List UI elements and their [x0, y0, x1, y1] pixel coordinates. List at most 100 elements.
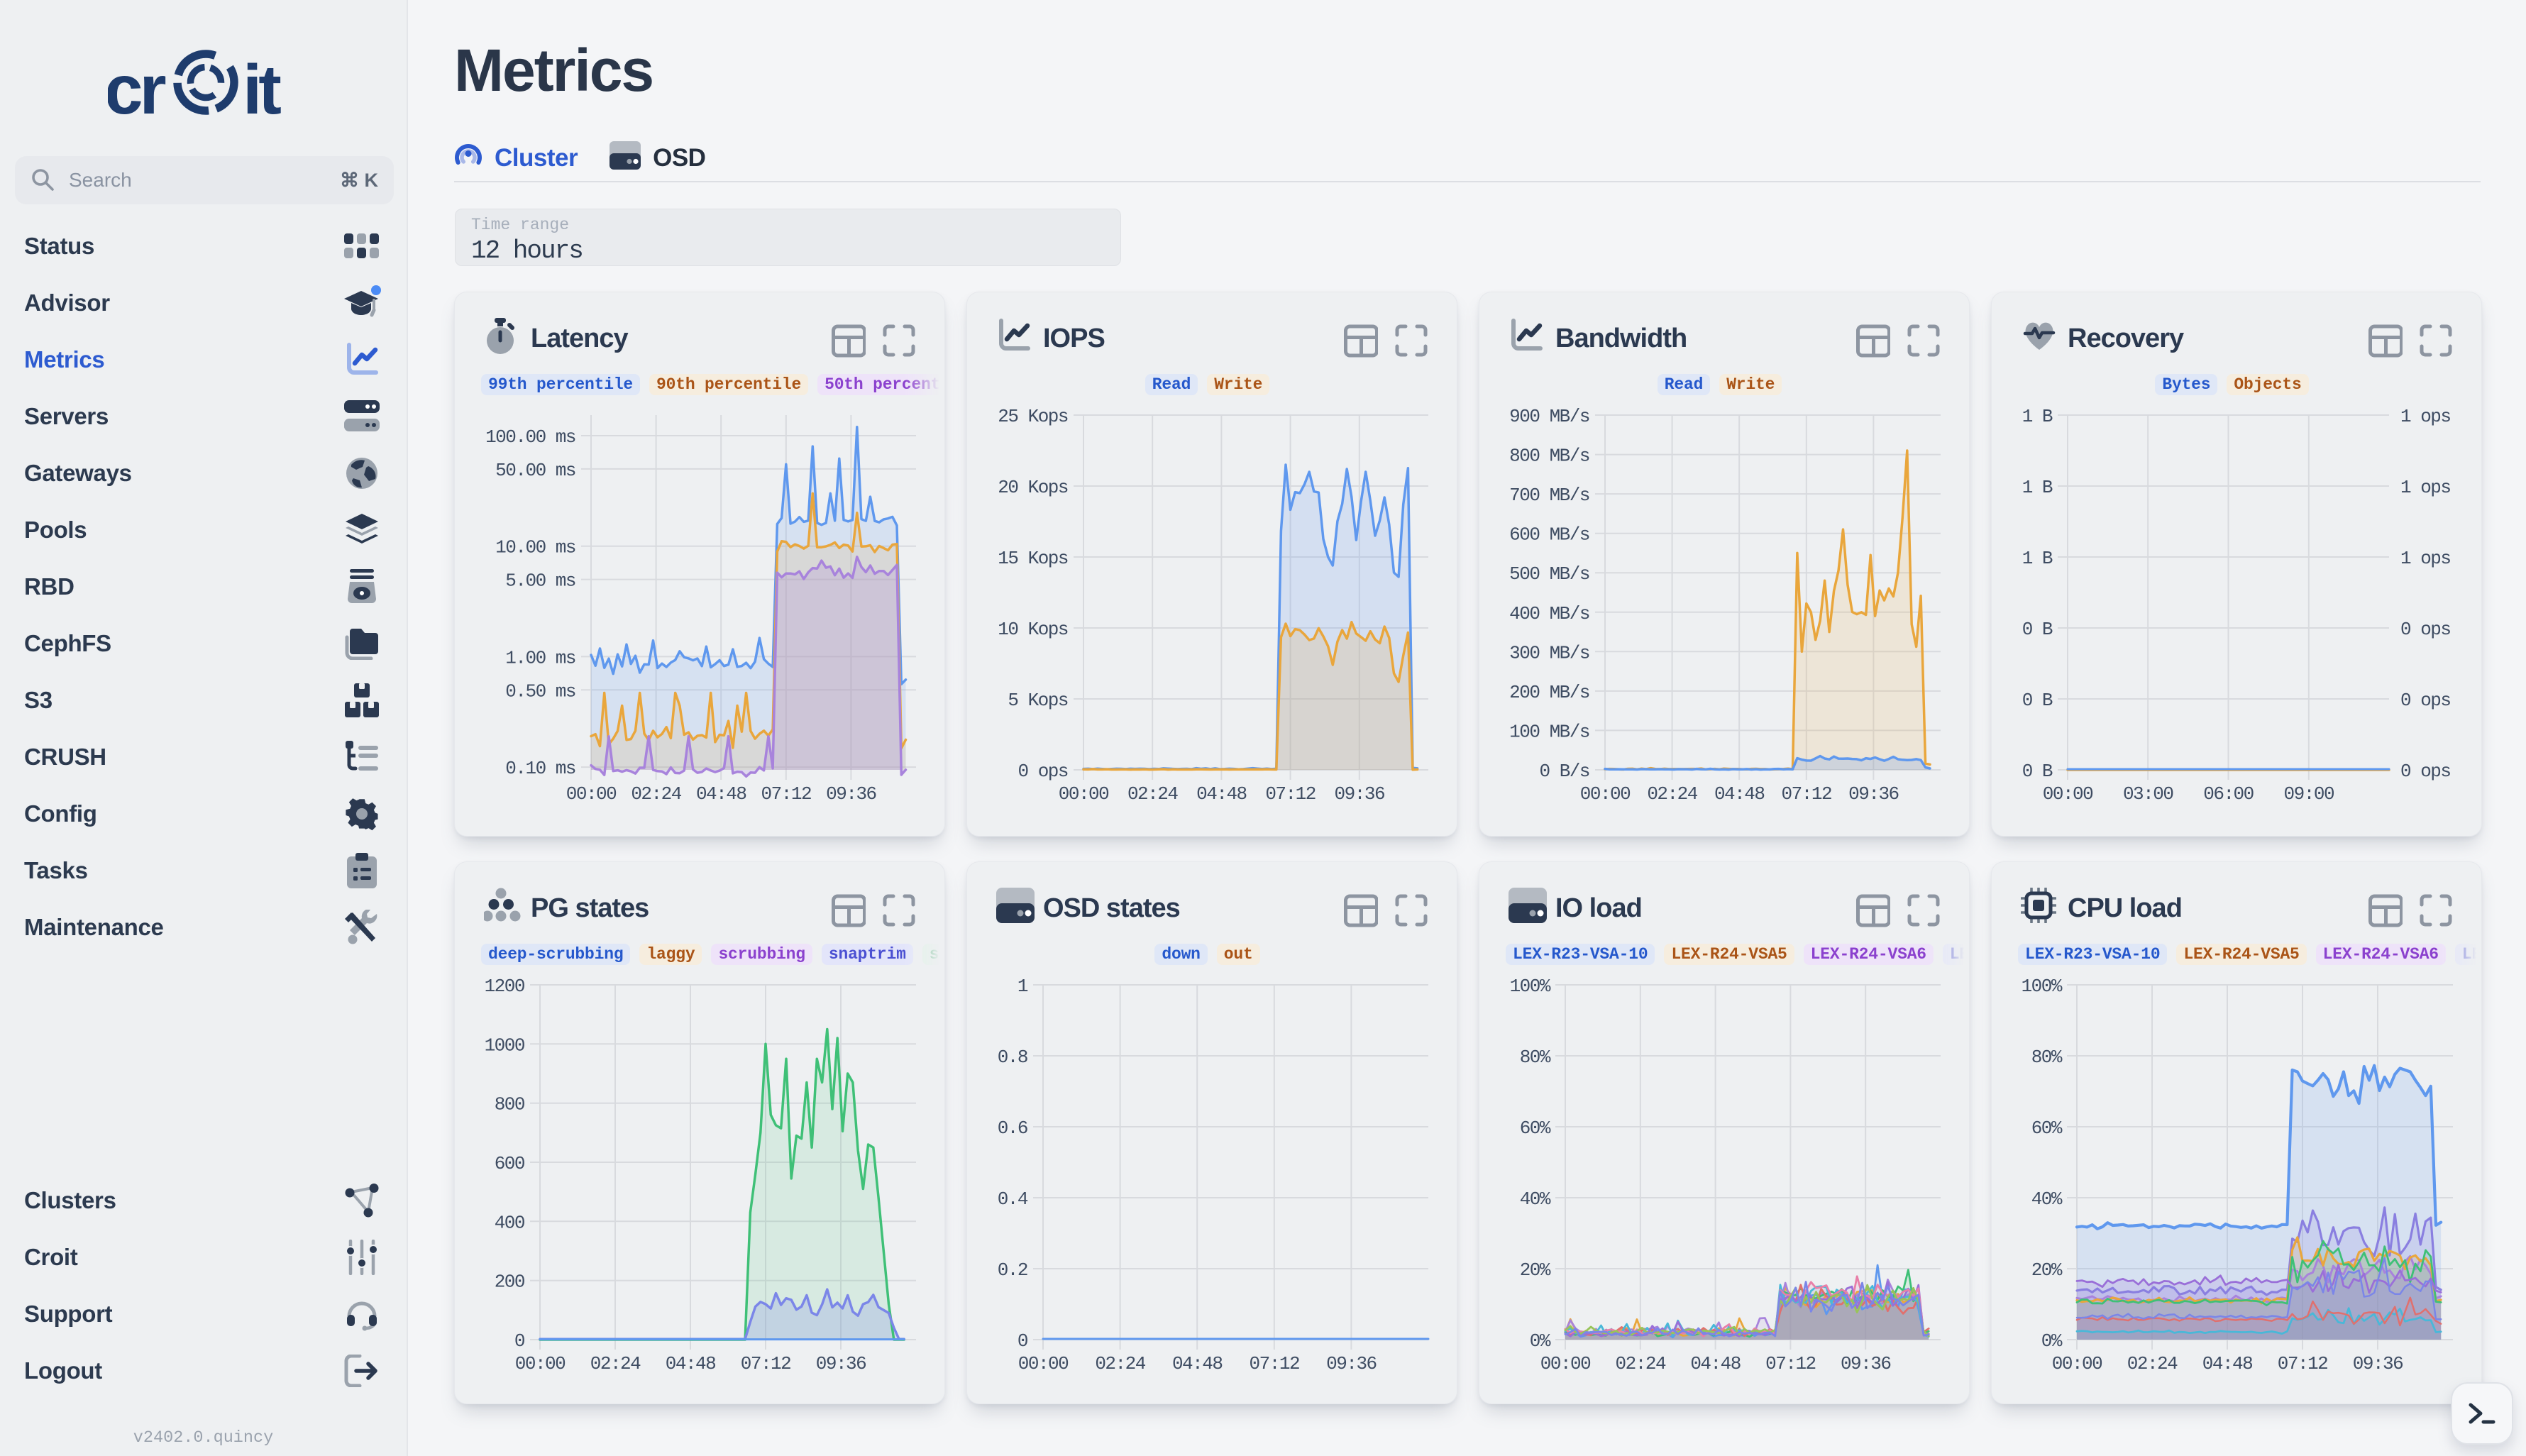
svg-text:00:00: 00:00 — [1018, 1353, 1069, 1374]
svg-text:0 B: 0 B — [2022, 761, 2053, 782]
svg-text:00:00: 00:00 — [2052, 1353, 2102, 1374]
svg-text:00:00: 00:00 — [515, 1353, 566, 1374]
svg-text:60%: 60% — [2031, 1118, 2063, 1139]
svg-text:02:24: 02:24 — [631, 783, 681, 805]
svg-text:0 B: 0 B — [2022, 690, 2053, 711]
svg-text:50.00 ms: 50.00 ms — [495, 460, 575, 481]
svg-text:07:12: 07:12 — [1782, 783, 1832, 805]
svg-text:400: 400 — [495, 1212, 524, 1233]
svg-text:07:12: 07:12 — [741, 1353, 791, 1374]
svg-text:00:00: 00:00 — [1059, 783, 1109, 805]
svg-text:0 ops: 0 ops — [1017, 761, 1068, 782]
svg-text:15 Kops: 15 Kops — [998, 548, 1068, 569]
svg-text:1 ops: 1 ops — [2400, 548, 2451, 569]
svg-text:600 MB/s: 600 MB/s — [1509, 524, 1589, 546]
svg-text:1 B: 1 B — [2022, 406, 2053, 427]
svg-text:0.4: 0.4 — [998, 1188, 1028, 1210]
svg-text:300 MB/s: 300 MB/s — [1509, 642, 1589, 663]
svg-text:500 MB/s: 500 MB/s — [1509, 563, 1589, 585]
svg-text:40%: 40% — [2031, 1188, 2063, 1210]
svg-text:400 MB/s: 400 MB/s — [1509, 603, 1589, 624]
svg-text:00:00: 00:00 — [566, 783, 617, 805]
svg-text:80%: 80% — [2031, 1047, 2063, 1068]
svg-text:1 B: 1 B — [2022, 477, 2053, 498]
svg-text:0 ops: 0 ops — [2400, 761, 2451, 782]
svg-text:200: 200 — [495, 1272, 524, 1293]
svg-text:0 B/s: 0 B/s — [1539, 761, 1589, 782]
svg-text:5.00 ms: 5.00 ms — [505, 570, 575, 592]
svg-text:0.10 ms: 0.10 ms — [505, 758, 575, 779]
svg-text:04:48: 04:48 — [666, 1353, 716, 1374]
svg-text:04:48: 04:48 — [696, 783, 746, 805]
svg-text:1000: 1000 — [485, 1035, 524, 1056]
svg-text:09:36: 09:36 — [1326, 1353, 1377, 1374]
svg-text:1.00 ms: 1.00 ms — [505, 647, 575, 668]
svg-text:0.50 ms: 0.50 ms — [505, 680, 575, 702]
svg-text:00:00: 00:00 — [1580, 783, 1631, 805]
svg-text:07:12: 07:12 — [1250, 1353, 1300, 1374]
svg-text:0 B: 0 B — [2022, 619, 2053, 640]
svg-text:100.00 ms: 100.00 ms — [485, 426, 575, 448]
svg-text:20%: 20% — [1520, 1259, 1551, 1281]
svg-text:0 ops: 0 ops — [2400, 619, 2451, 640]
svg-text:02:24: 02:24 — [1616, 1353, 1666, 1374]
svg-text:02:24: 02:24 — [1095, 1353, 1145, 1374]
svg-text:0.2: 0.2 — [998, 1259, 1027, 1281]
svg-text:700 MB/s: 700 MB/s — [1509, 485, 1589, 506]
svg-text:09:36: 09:36 — [826, 783, 876, 805]
svg-text:09:36: 09:36 — [1848, 783, 1899, 805]
svg-text:09:36: 09:36 — [816, 1353, 866, 1374]
svg-text:04:48: 04:48 — [1714, 783, 1765, 805]
svg-text:09:36: 09:36 — [2353, 1353, 2403, 1374]
svg-text:0%: 0% — [1530, 1330, 1551, 1352]
svg-text:0%: 0% — [2041, 1330, 2063, 1352]
svg-text:04:48: 04:48 — [1172, 1353, 1223, 1374]
svg-text:10.00 ms: 10.00 ms — [495, 537, 575, 558]
svg-text:00:00: 00:00 — [1540, 1353, 1591, 1374]
svg-text:20%: 20% — [2031, 1259, 2063, 1281]
svg-text:10 Kops: 10 Kops — [998, 619, 1068, 640]
svg-text:900 MB/s: 900 MB/s — [1509, 406, 1589, 427]
svg-text:03:00: 03:00 — [2123, 783, 2173, 805]
svg-text:0 ops: 0 ops — [2400, 690, 2451, 711]
svg-text:1: 1 — [1017, 976, 1028, 997]
svg-text:04:48: 04:48 — [2202, 1353, 2253, 1374]
svg-text:200 MB/s: 200 MB/s — [1509, 682, 1589, 703]
svg-text:0: 0 — [1017, 1330, 1027, 1352]
svg-text:1200: 1200 — [485, 976, 524, 997]
svg-text:04:48: 04:48 — [1196, 783, 1247, 805]
svg-text:5 Kops: 5 Kops — [1008, 690, 1068, 711]
svg-text:0: 0 — [514, 1330, 524, 1352]
svg-text:100%: 100% — [1510, 976, 1551, 997]
svg-text:800: 800 — [495, 1094, 524, 1115]
svg-text:it: it — [243, 50, 281, 116]
svg-text:20 Kops: 20 Kops — [998, 477, 1068, 498]
svg-text:06:00: 06:00 — [2203, 783, 2254, 805]
svg-text:cr: cr — [108, 50, 166, 116]
svg-text:1 B: 1 B — [2022, 548, 2053, 569]
svg-text:0.8: 0.8 — [998, 1047, 1027, 1068]
svg-text:1 ops: 1 ops — [2400, 477, 2451, 498]
svg-text:09:36: 09:36 — [1335, 783, 1385, 805]
svg-text:02:24: 02:24 — [590, 1353, 641, 1374]
svg-text:100 MB/s: 100 MB/s — [1509, 721, 1589, 742]
svg-text:00:00: 00:00 — [2043, 783, 2093, 805]
svg-text:60%: 60% — [1520, 1118, 1551, 1139]
svg-text:02:24: 02:24 — [1127, 783, 1178, 805]
svg-text:80%: 80% — [1520, 1047, 1551, 1068]
svg-text:09:00: 09:00 — [2284, 783, 2334, 805]
svg-text:25 Kops: 25 Kops — [998, 406, 1068, 427]
svg-text:09:36: 09:36 — [1841, 1353, 1891, 1374]
svg-text:100%: 100% — [2022, 976, 2063, 997]
svg-text:600: 600 — [495, 1153, 524, 1174]
svg-text:07:12: 07:12 — [1265, 783, 1316, 805]
svg-text:40%: 40% — [1520, 1188, 1551, 1210]
svg-text:0.6: 0.6 — [998, 1118, 1027, 1139]
svg-text:800 MB/s: 800 MB/s — [1509, 446, 1589, 467]
svg-text:1 ops: 1 ops — [2400, 406, 2451, 427]
svg-text:04:48: 04:48 — [1690, 1353, 1741, 1374]
svg-text:02:24: 02:24 — [1647, 783, 1697, 805]
svg-text:07:12: 07:12 — [1765, 1353, 1816, 1374]
svg-text:07:12: 07:12 — [761, 783, 812, 805]
svg-text:07:12: 07:12 — [2278, 1353, 2328, 1374]
